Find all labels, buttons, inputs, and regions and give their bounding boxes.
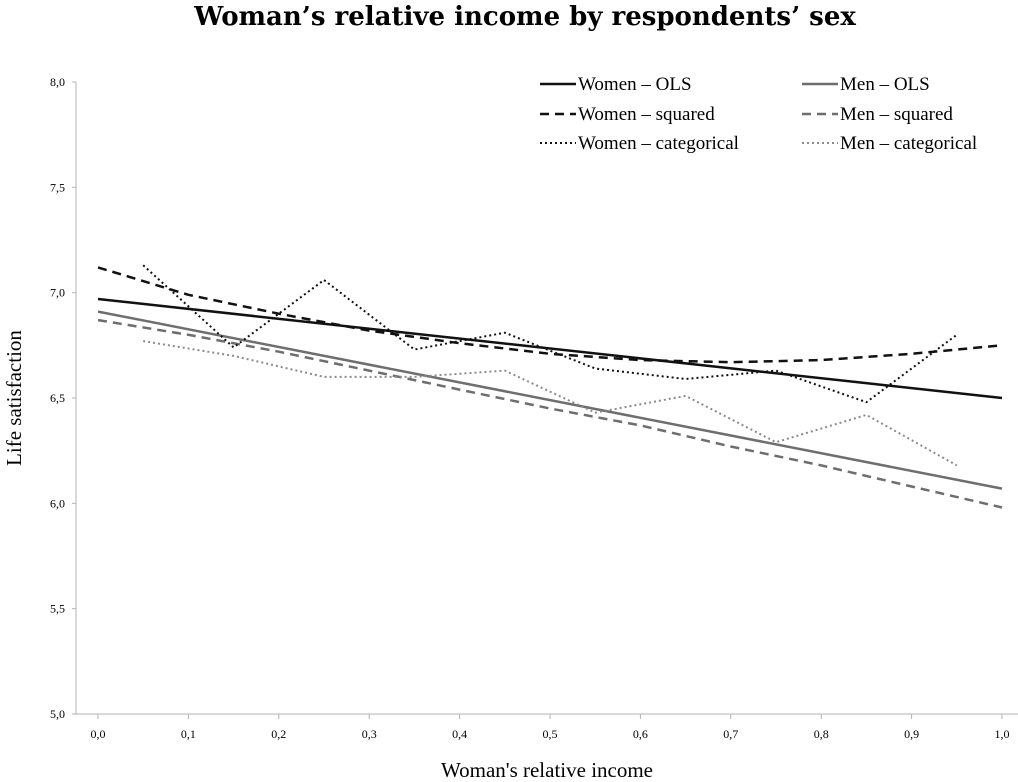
x-tick-label: 0,2 <box>271 727 286 741</box>
y-tick-label: 8,0 <box>50 75 65 89</box>
series-line-women-ols <box>97 297 1003 400</box>
series-layer <box>97 264 1003 509</box>
y-tick-label: 6,5 <box>50 391 65 405</box>
x-tick-label: 0,9 <box>904 727 919 741</box>
x-tick-label: 0,1 <box>181 727 196 741</box>
legend-label: Women – categorical <box>578 133 739 154</box>
x-tick-label: 0,7 <box>723 727 738 741</box>
x-tick-group: 0,0 0,1 0,2 0,3 0,4 0,5 0,6 0,7 0,8 0,9 1,0 <box>91 714 1010 741</box>
series-line-men-squared <box>97 318 1003 509</box>
legend-label: Women – squared <box>578 104 715 125</box>
legend-label: Women – OLS <box>578 74 692 95</box>
y-tick-label: 7,5 <box>50 180 65 194</box>
y-tick-label: 7,0 <box>50 286 65 300</box>
y-tick-label: 5,0 <box>50 707 65 721</box>
series-line-women-categorical <box>142 264 958 404</box>
chart-title: Woman’s relative income by respondents’ … <box>194 2 856 32</box>
legend-label: Men – categorical <box>840 133 977 154</box>
x-tick-label: 0,6 <box>633 727 648 741</box>
x-axis-title: Woman's relative income <box>441 758 653 782</box>
x-tick-label: 1,0 <box>995 727 1010 741</box>
series-line-men-categorical <box>143 340 958 467</box>
legend-label: Men – squared <box>840 104 953 125</box>
x-tick-label: 0,3 <box>362 727 377 741</box>
legend-label: Men – OLS <box>840 74 930 95</box>
y-tick-label: 6,0 <box>50 496 65 510</box>
x-tick-label: 0,4 <box>452 727 467 741</box>
series-line-men-ols <box>97 310 1003 490</box>
y-tick-group: 5,0 5,5 6,0 6,5 7,0 7,5 8,0 <box>50 75 76 721</box>
x-tick-label: 0,5 <box>543 727 558 741</box>
x-tick-label: 0,0 <box>91 727 106 741</box>
series-line-women-squared <box>97 266 1003 364</box>
legend: Women – OLS Men – OLS Women – squared Men –… <box>540 74 977 154</box>
x-tick-label: 0,8 <box>814 727 829 741</box>
y-axis-title: Life satisfaction <box>2 330 26 466</box>
y-tick-label: 5,5 <box>50 602 65 616</box>
